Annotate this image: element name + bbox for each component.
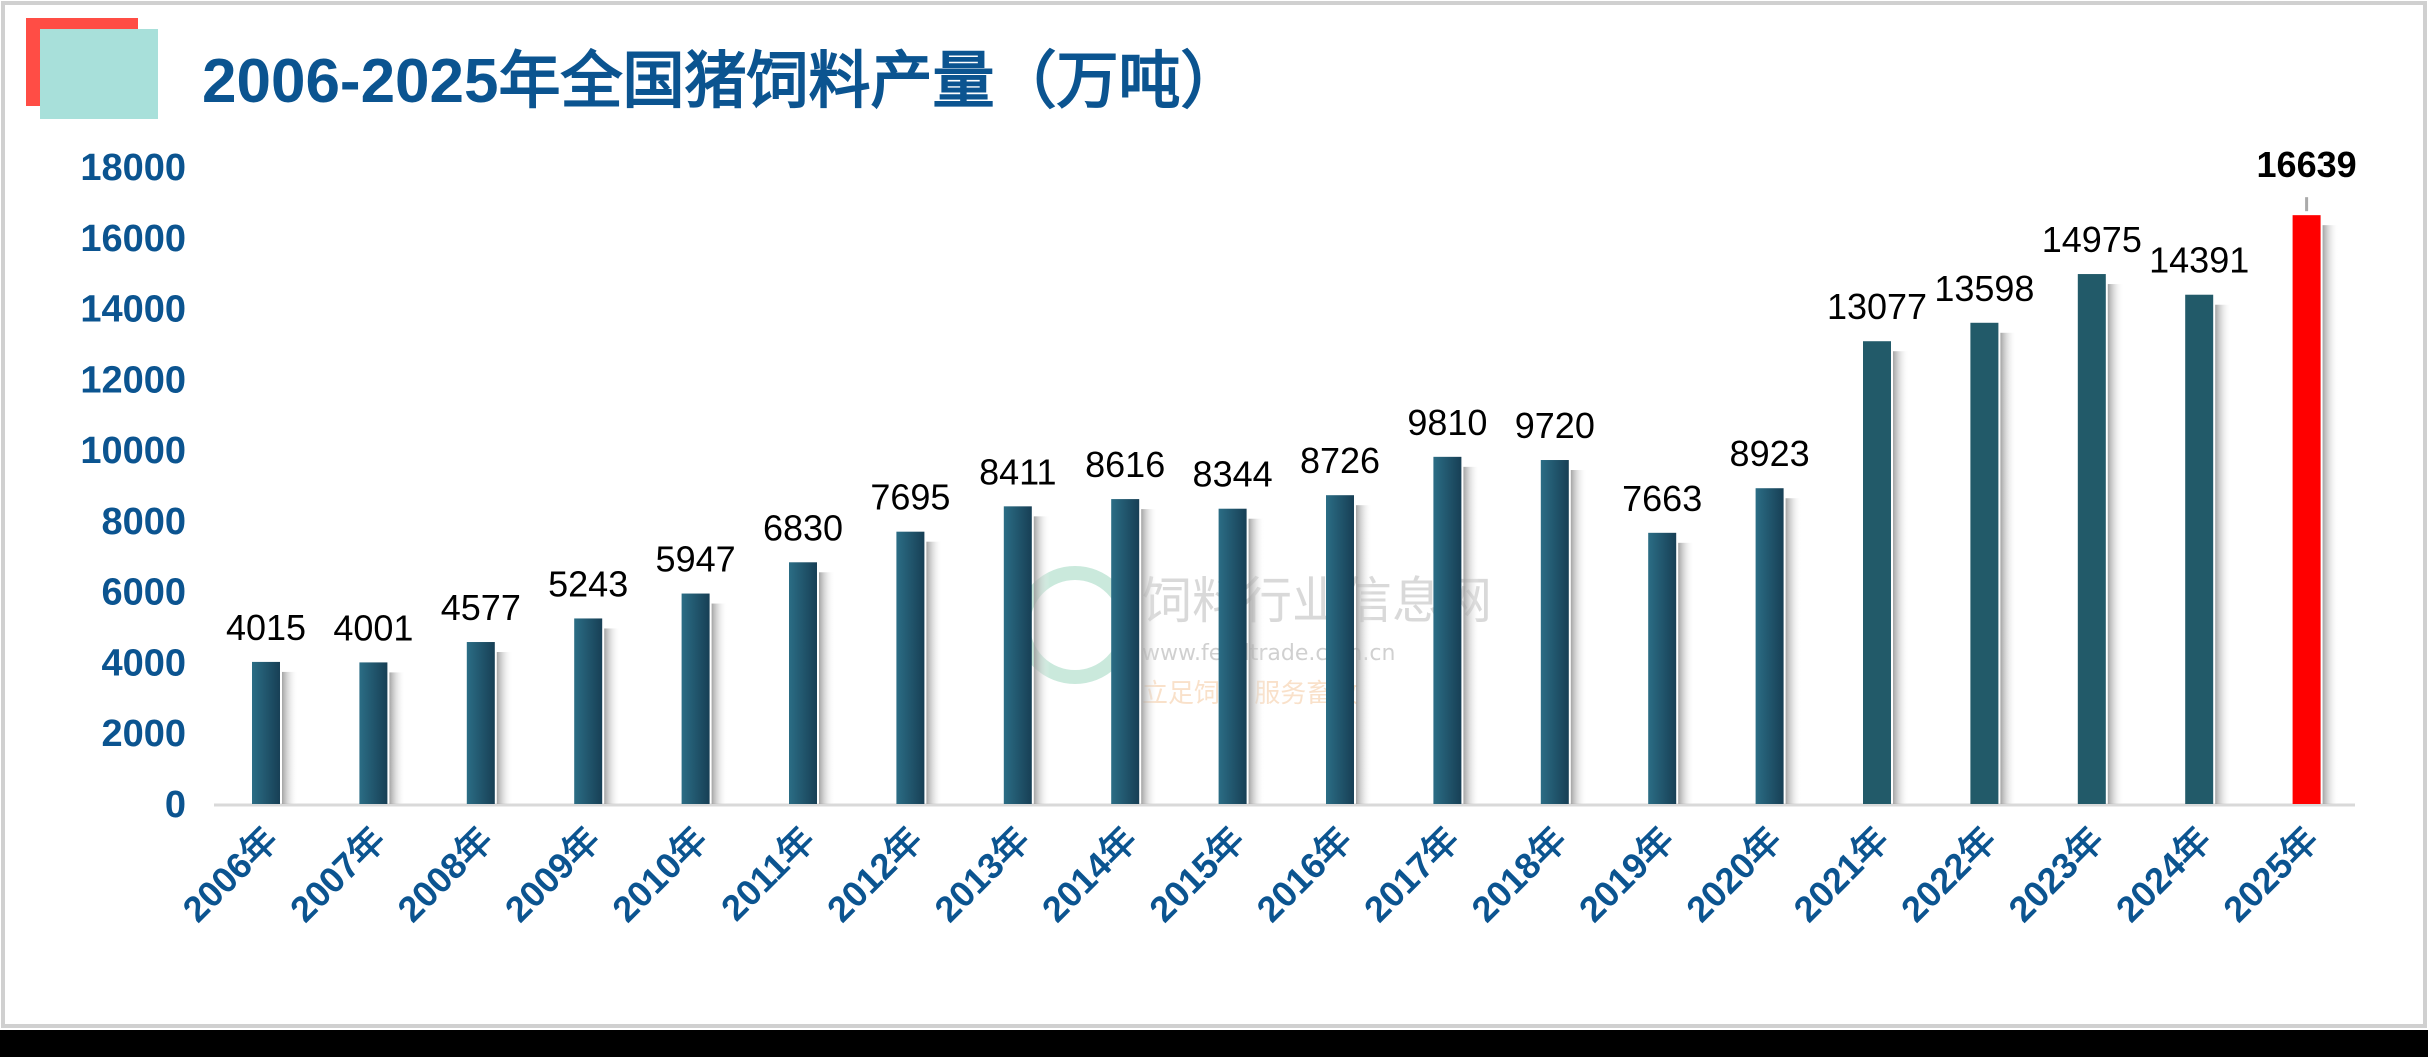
bar-shadow xyxy=(604,628,621,804)
bottom-band xyxy=(0,1030,2428,1057)
data-label: 7663 xyxy=(1622,478,1702,519)
bar xyxy=(359,662,388,804)
data-label: 13598 xyxy=(1934,268,2034,309)
y-tick-label: 16000 xyxy=(80,218,186,260)
y-tick-label: 0 xyxy=(165,784,186,826)
data-label: 7695 xyxy=(870,477,950,518)
chart-frame xyxy=(1,1,2427,1028)
data-label: 4577 xyxy=(441,587,521,628)
bar-shadow xyxy=(2107,284,2124,804)
bar-shadow xyxy=(2322,225,2339,804)
y-tick-label: 18000 xyxy=(80,147,186,189)
chart-title: 2006-2025年全国猪饲料产量（万吨） xyxy=(202,46,1243,116)
data-label: 8726 xyxy=(1300,440,1380,481)
bar xyxy=(1540,460,1569,804)
y-tick-label: 10000 xyxy=(80,430,186,472)
bar-shadow xyxy=(1785,498,1802,804)
bar-shadow xyxy=(2215,304,2232,804)
bar-shadow xyxy=(711,603,728,804)
bar-shadow xyxy=(1893,351,1909,804)
bar-shadow xyxy=(1570,470,1587,804)
bar xyxy=(1863,341,1891,804)
bar xyxy=(1003,506,1032,804)
bar-shadow xyxy=(1033,516,1050,804)
y-axis: 0 2000 4000 6000 8000 10000 12000 14000 16000 180… xyxy=(80,147,186,826)
bar xyxy=(1755,488,1784,804)
y-tick-label: 2000 xyxy=(101,713,186,755)
data-label: 14975 xyxy=(2042,219,2142,260)
data-label: 6830 xyxy=(763,507,843,548)
data-label: 8344 xyxy=(1193,454,1273,495)
bar-shadow xyxy=(1678,542,1695,804)
bar-shadow xyxy=(2000,332,2017,804)
bar xyxy=(1111,499,1140,804)
data-label: 16639 xyxy=(2257,144,2357,185)
data-label: 8411 xyxy=(979,451,1056,492)
data-label: 4015 xyxy=(226,607,306,648)
bar-shadow xyxy=(926,541,943,804)
bar xyxy=(252,661,280,804)
bar xyxy=(1970,322,1999,804)
bars: 4015 4001 4577 5243 5947 6830 7695 8411 8616 8344… xyxy=(226,144,2357,804)
data-label: 9720 xyxy=(1515,405,1595,446)
bar xyxy=(1326,495,1354,804)
data-label: 5947 xyxy=(656,539,736,580)
bar-shadow xyxy=(1463,466,1480,804)
bar-shadow xyxy=(1248,518,1265,804)
bar xyxy=(1648,532,1677,804)
bar xyxy=(681,593,710,804)
bar-highlight xyxy=(2292,215,2321,804)
bar-shadow xyxy=(1141,509,1158,804)
y-tick-label: 4000 xyxy=(101,642,186,684)
data-label: 8923 xyxy=(1730,433,1810,474)
bar xyxy=(2077,274,2106,804)
bar xyxy=(789,562,817,804)
data-label: 14391 xyxy=(2149,240,2249,281)
y-tick-label: 12000 xyxy=(80,359,186,401)
bar-shadow xyxy=(1356,505,1372,804)
title-deco-teal xyxy=(40,29,158,119)
bar xyxy=(2185,294,2214,804)
data-label: 5243 xyxy=(548,563,628,604)
data-label: 13077 xyxy=(1827,286,1927,327)
data-label: 9810 xyxy=(1407,402,1487,443)
bar xyxy=(896,531,925,804)
bar-shadow xyxy=(282,671,298,804)
data-label: 8616 xyxy=(1085,444,1165,485)
y-tick-label: 14000 xyxy=(80,289,186,331)
bar xyxy=(574,618,603,804)
y-tick-label: 6000 xyxy=(101,572,186,614)
y-tick-label: 8000 xyxy=(101,501,186,543)
bar xyxy=(1218,508,1247,804)
bar-shadow xyxy=(389,672,406,804)
bar-shadow xyxy=(496,652,513,804)
bar-shadow xyxy=(819,572,835,804)
data-label: 4001 xyxy=(333,607,413,648)
bar xyxy=(466,642,495,804)
bar xyxy=(1433,456,1462,804)
